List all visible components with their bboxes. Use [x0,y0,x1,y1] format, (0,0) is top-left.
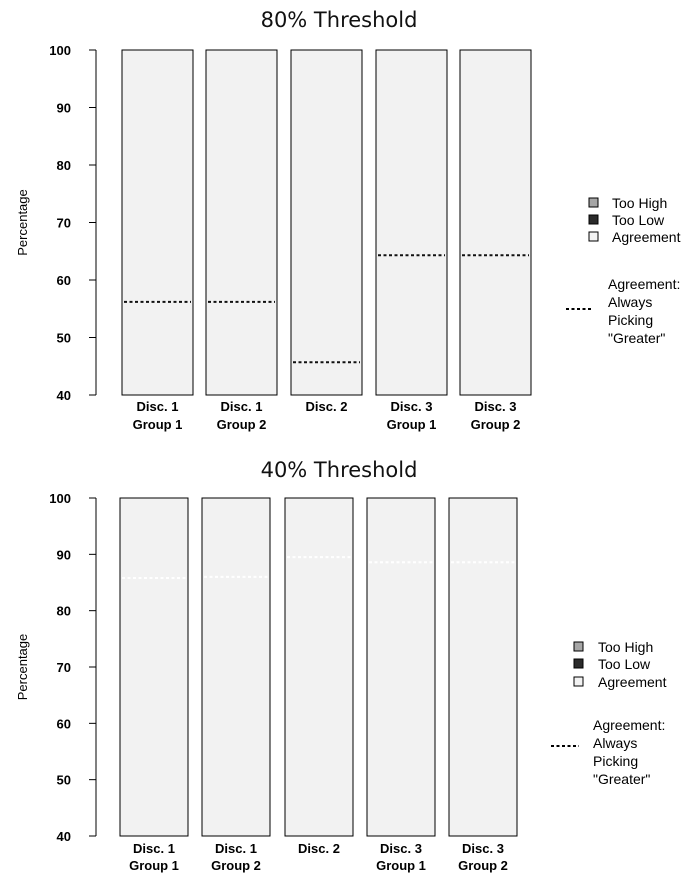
category-label: Disc. 3 [462,841,504,856]
bar-segment-agreement [459,49,532,396]
legend-label: Agreement [612,229,681,245]
legend-label: Too High [598,639,653,655]
chart-title: 80% Threshold [261,8,418,32]
category-label: Disc. 3 [391,399,433,414]
legend-reference-label: Picking [593,753,638,769]
y-tick-label: 80 [57,158,71,173]
y-tick-label: 100 [49,491,71,506]
category-label: Group 1 [376,858,426,873]
category-label: Disc. 3 [475,399,517,414]
y-axis-label: Percentage [15,189,30,256]
legend-reference-label: Always [593,735,637,751]
chart-title: 40% Threshold [261,458,418,482]
y-tick-label: 50 [57,331,71,346]
legend-reference-label: Agreement: [593,717,665,733]
y-tick-label: 70 [57,216,71,231]
legend-reference-label: Picking [608,312,653,328]
legend-label: Too Low [598,656,651,672]
bar-segment-agreement [290,49,363,396]
y-tick-label: 90 [57,547,71,562]
bar-segment-agreement [121,49,194,396]
bar-segment-agreement [366,497,436,837]
category-label: Group 2 [471,417,521,432]
bar-segment-agreement [284,497,354,837]
category-label: Disc. 2 [306,399,348,414]
legend-swatch [588,214,599,225]
y-tick-label: 60 [57,716,71,731]
legend-reference-label: "Greater" [608,330,665,346]
legend-swatch [588,231,599,242]
category-label: Group 1 [133,417,183,432]
bar-segment-agreement [205,49,278,396]
bar-segment-agreement [119,497,189,837]
category-label: Disc. 1 [137,399,179,414]
category-label: Group 1 [129,858,179,873]
legend-label: Too High [612,195,667,211]
bar-segment-agreement [375,49,448,396]
y-axis-label: Percentage [15,634,30,701]
category-label: Disc. 1 [133,841,175,856]
y-tick-label: 90 [57,101,71,116]
legend-swatch [573,658,584,669]
category-label: Group 2 [211,858,261,873]
category-label: Disc. 1 [215,841,257,856]
bar-segment-agreement [448,497,518,837]
y-tick-label: 70 [57,660,71,675]
legend-reference-label: Agreement: [608,276,680,292]
category-label: Disc. 3 [380,841,422,856]
legend-swatch [573,676,584,687]
y-tick-label: 40 [57,388,71,403]
legend-reference-label: Always [608,294,652,310]
bar-segment-agreement [201,497,271,837]
category-label: Group 2 [458,858,508,873]
legend-label: Agreement [598,674,667,690]
y-tick-label: 100 [49,43,71,58]
y-tick-label: 80 [57,604,71,619]
legend-reference-label: "Greater" [593,771,650,787]
chart-40-threshold: 40% Threshold 40 50 60 70 80 90 100 Percentage Di… [15,458,667,873]
category-label: Disc. 1 [221,399,263,414]
y-tick-label: 50 [57,773,71,788]
category-label: Group 1 [387,417,437,432]
category-label: Group 2 [217,417,267,432]
y-tick-label: 40 [57,829,71,844]
legend-label: Too Low [612,212,665,228]
chart-80-threshold: 80% Threshold 40 50 60 70 80 90 100 Percentage Di… [15,8,681,432]
category-label: Disc. 2 [298,841,340,856]
legend-swatch [588,197,599,208]
y-tick-label: 60 [57,273,71,288]
legend-swatch [573,641,584,652]
